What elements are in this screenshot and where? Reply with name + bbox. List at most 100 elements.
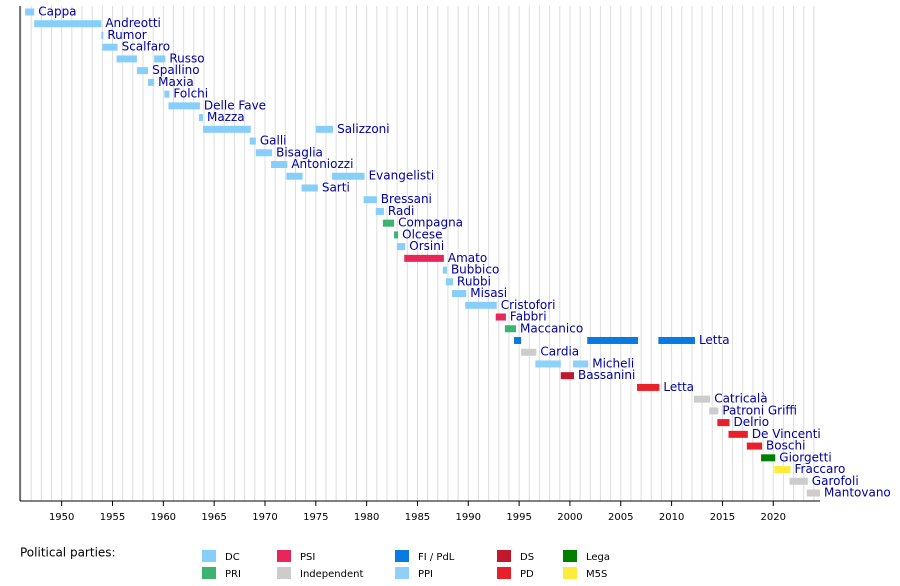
x-tick-label: 1965 — [201, 512, 226, 523]
minister-name: Rumor — [107, 28, 146, 42]
term-bar — [728, 430, 748, 438]
term-bar — [465, 301, 497, 309]
legend-swatch — [497, 550, 511, 562]
minister-name: Folchi — [173, 87, 208, 101]
term-bar — [332, 172, 365, 180]
x-tick-label: 2020 — [761, 512, 786, 523]
minister-name: Spallino — [152, 63, 200, 77]
minister-name: Letta — [663, 380, 694, 394]
legend-swatch — [202, 550, 216, 562]
minister-name: Maccanico — [520, 321, 583, 335]
term-bar — [774, 466, 791, 474]
minister-name: Letta — [699, 333, 730, 347]
term-bar — [658, 336, 695, 344]
legend-swatch — [563, 550, 577, 562]
x-tick-label: 1985 — [405, 512, 430, 523]
x-tick-label: 1950 — [49, 512, 74, 523]
minister-name: Mazza — [207, 110, 245, 124]
minister-name: Patroni Griffi — [722, 403, 797, 417]
term-bar — [315, 125, 334, 133]
minister-name: Bubbico — [451, 263, 499, 277]
minister-name: Garofoli — [812, 474, 859, 488]
minister-name: Fraccaro — [795, 462, 846, 476]
term-bar — [693, 395, 711, 403]
term-bar — [286, 172, 303, 180]
term-bar — [717, 419, 730, 427]
minister-name: Olcese — [402, 227, 442, 241]
minister-name: Maxia — [158, 75, 194, 89]
x-tick-label: 1995 — [506, 512, 531, 523]
term-bar — [375, 207, 384, 215]
term-bar — [789, 477, 808, 485]
minister-name: Evangelisti — [369, 169, 435, 183]
term-bar — [514, 336, 522, 344]
minister-name: Giorgetti — [779, 450, 831, 464]
legend-swatch — [395, 567, 409, 579]
term-bar — [761, 454, 776, 462]
minister-name: Sarti — [322, 180, 350, 194]
minister-name: Delrio — [734, 415, 770, 429]
term-bar — [445, 278, 454, 286]
minister-name: Boschi — [766, 439, 805, 453]
term-bar — [164, 90, 170, 98]
legend-label: M5S — [586, 569, 607, 580]
minister-name: Mantovano — [824, 486, 891, 500]
term-bar — [495, 313, 506, 321]
legend-label: FI / PdL — [418, 552, 455, 563]
term-bar — [363, 196, 377, 204]
x-tick-label: 2000 — [557, 512, 582, 523]
minister-name: Fabbri — [510, 310, 547, 324]
term-bar — [382, 219, 395, 227]
minister-name: Bisaglia — [276, 145, 323, 159]
minister-name: Radi — [388, 204, 414, 218]
term-bar — [394, 231, 399, 239]
legend-label: PD — [520, 569, 534, 580]
term-bar — [168, 102, 200, 110]
legend-swatch — [395, 550, 409, 562]
minister-name: Galli — [260, 134, 287, 148]
legend-swatch — [277, 567, 291, 579]
term-bar — [249, 137, 256, 145]
term-bar — [154, 55, 166, 63]
term-bar — [572, 360, 589, 368]
term-bar — [301, 184, 318, 192]
minister-name: Bassanini — [578, 368, 635, 382]
legend-label: Lega — [586, 552, 610, 563]
minister-name: Bressani — [381, 192, 432, 206]
minister-name: Salizzoni — [337, 122, 390, 136]
legend-label: DS — [520, 552, 534, 563]
x-tick-label: 1975 — [303, 512, 328, 523]
x-tick-label: 1980 — [354, 512, 379, 523]
minister-name: Catricalà — [714, 392, 767, 406]
minister-name: Cristofori — [501, 298, 556, 312]
x-tick-label: 2005 — [608, 512, 633, 523]
term-bar — [116, 55, 137, 63]
minister-name: Andreotti — [105, 16, 161, 30]
term-bar — [806, 489, 820, 497]
term-bar — [25, 8, 35, 16]
term-bar — [404, 254, 444, 262]
minister-name: Delle Fave — [204, 98, 266, 112]
term-bar — [271, 161, 288, 169]
term-bar — [746, 442, 763, 450]
minister-name: Orsini — [409, 239, 444, 253]
term-bar — [709, 407, 719, 415]
term-bar — [637, 383, 660, 391]
minister-name: De Vincenti — [752, 427, 821, 441]
term-bar — [452, 290, 467, 298]
legend-title: Political parties: — [20, 546, 116, 560]
term-bar — [148, 78, 155, 86]
minister-name: Compagna — [398, 216, 463, 230]
term-bar — [535, 360, 561, 368]
minister-name: Cardia — [540, 345, 579, 359]
minister-name: Cappa — [38, 5, 76, 19]
legend-swatch — [497, 567, 511, 579]
x-tick-label: 1990 — [456, 512, 481, 523]
x-tick-label: 1960 — [151, 512, 176, 523]
minister-name: Amato — [448, 251, 487, 265]
legend-label: PRI — [225, 569, 241, 580]
x-tick-label: 1955 — [100, 512, 125, 523]
term-bar — [198, 114, 203, 122]
term-bar — [34, 20, 102, 28]
